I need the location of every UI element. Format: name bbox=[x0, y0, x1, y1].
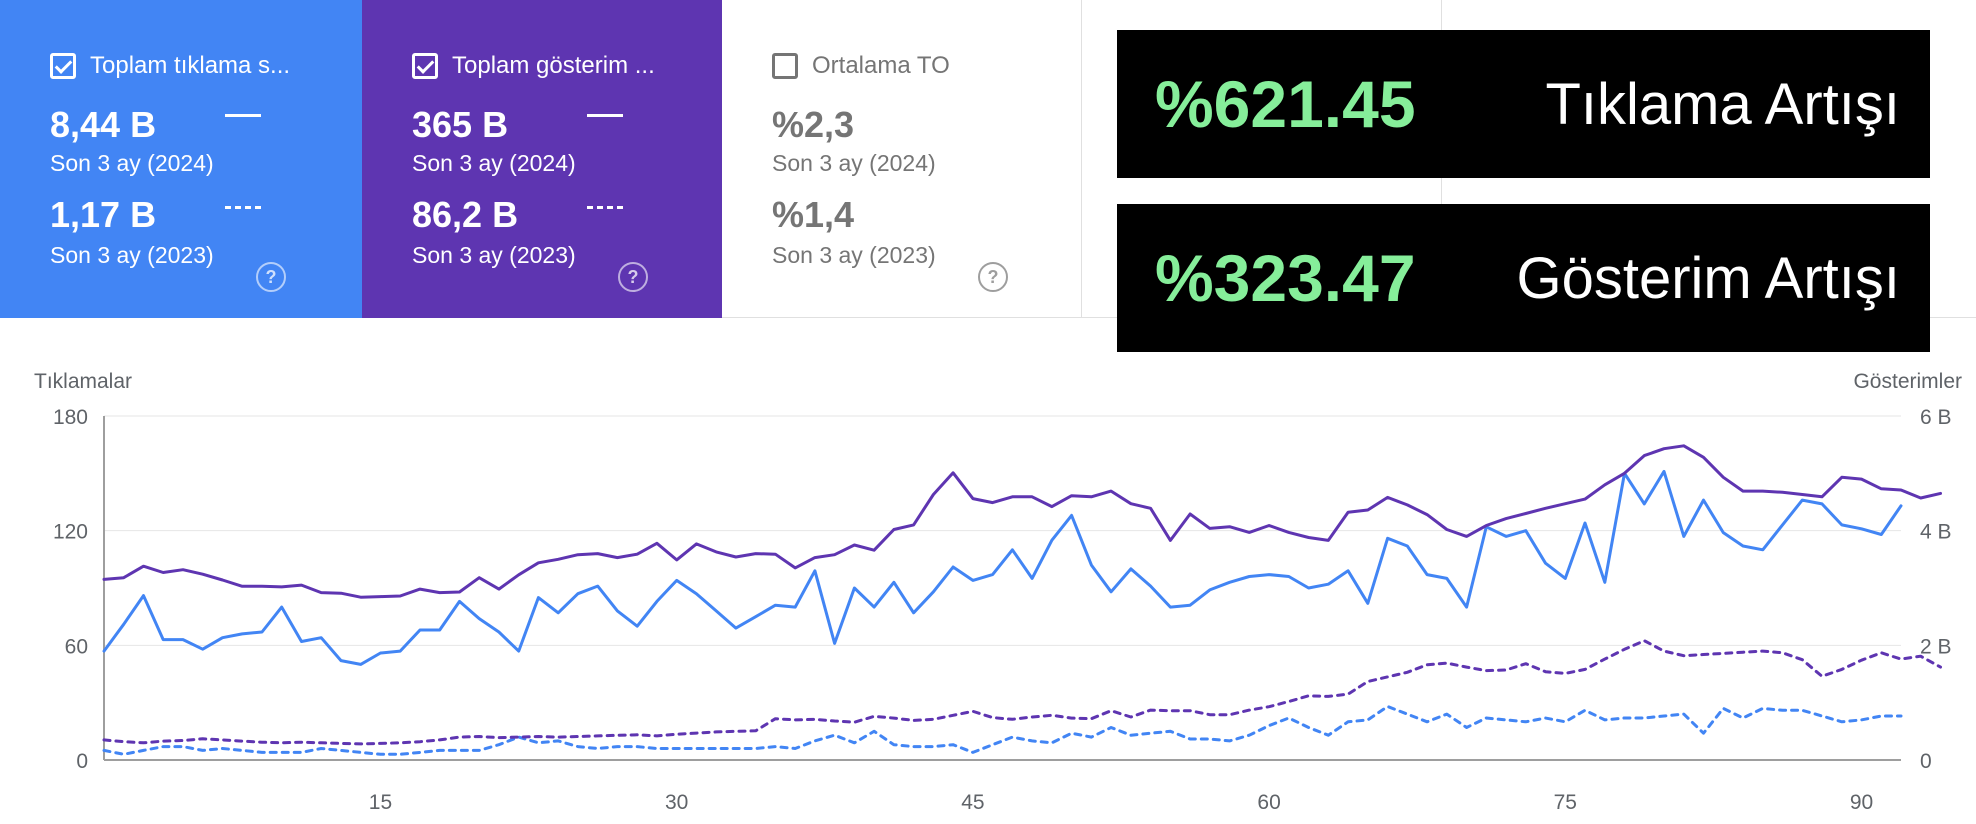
ctr-metric-card[interactable]: Ortalama TO %2,3 Son 3 ay (2024) %1,4 So… bbox=[722, 0, 1082, 318]
ctr-checkbox-icon[interactable] bbox=[772, 53, 798, 79]
x-tick-label: 30 bbox=[665, 791, 688, 814]
series-line-2-left-dashed bbox=[102, 705, 1903, 756]
x-tick-label: 60 bbox=[1257, 791, 1280, 814]
series-line-3-right-dashed bbox=[102, 639, 1942, 746]
impressions-help-icon[interactable]: ? bbox=[618, 262, 648, 292]
right-tick-label: 6 B bbox=[1920, 406, 1952, 429]
impressions-increase-percent: %323.47 bbox=[1155, 241, 1416, 315]
chart-tick-labels: 0 0 60 2 B 120 4 B 180 6 B 15 30 45 60 75 90 bbox=[53, 406, 1952, 814]
x-tick-label: 75 bbox=[1554, 791, 1577, 814]
series-line-1-right-solid bbox=[102, 444, 1942, 599]
clicks-period-2023: Son 3 ay (2023) bbox=[50, 242, 214, 268]
dashed-line-legend-icon bbox=[587, 206, 623, 209]
left-tick-label: 0 bbox=[76, 750, 88, 773]
left-tick-label: 120 bbox=[53, 521, 88, 544]
dashed-line-legend-icon bbox=[225, 206, 261, 209]
solid-line-legend-icon bbox=[587, 114, 623, 117]
clicks-help-icon[interactable]: ? bbox=[256, 262, 286, 292]
clicks-increase-label: Tıklama Artışı bbox=[1545, 71, 1900, 137]
solid-line-legend-icon bbox=[225, 114, 261, 117]
impressions-period-2023: Son 3 ay (2023) bbox=[412, 242, 576, 268]
clicks-value-2024: 8,44 B bbox=[50, 104, 157, 145]
ctr-period-2024: Son 3 ay (2024) bbox=[772, 150, 936, 176]
impressions-value-2024: 365 B bbox=[412, 104, 509, 145]
x-tick-label: 90 bbox=[1850, 791, 1873, 814]
chart-series bbox=[102, 444, 1942, 756]
ctr-period-2023: Son 3 ay (2023) bbox=[772, 242, 936, 268]
clicks-period-2024: Son 3 ay (2024) bbox=[50, 150, 214, 176]
clicks-checkbox-icon[interactable] bbox=[50, 53, 76, 79]
right-axis-title: Gösterimler bbox=[1853, 370, 1962, 393]
clicks-card-header[interactable]: Toplam tıklama s... bbox=[50, 52, 320, 80]
left-tick-label: 180 bbox=[53, 406, 88, 429]
clicks-value-2023: 1,17 B bbox=[50, 194, 157, 235]
x-tick-label: 15 bbox=[369, 791, 392, 814]
ctr-value-2023: %1,4 bbox=[772, 194, 855, 235]
left-tick-label: 60 bbox=[65, 635, 88, 658]
right-tick-label: 4 B bbox=[1920, 521, 1952, 544]
chart-gridlines bbox=[103, 415, 1901, 761]
x-tick-label: 45 bbox=[961, 791, 984, 814]
impressions-increase-banner: %323.47 Gösterim Artışı bbox=[1117, 204, 1930, 352]
impressions-increase-label: Gösterim Artışı bbox=[1516, 245, 1900, 311]
right-tick-label: 0 bbox=[1920, 750, 1932, 773]
ctr-card-header[interactable]: Ortalama TO bbox=[772, 52, 1042, 80]
ctr-help-icon[interactable]: ? bbox=[978, 262, 1008, 292]
left-axis-title: Tıklamalar bbox=[34, 370, 133, 393]
impressions-card-header[interactable]: Toplam gösterim ... bbox=[412, 52, 682, 80]
impressions-checkbox-icon[interactable] bbox=[412, 53, 438, 79]
clicks-increase-percent: %621.45 bbox=[1155, 67, 1416, 141]
impressions-value-2023: 86,2 B bbox=[412, 194, 519, 235]
ctr-value-2024: %2,3 bbox=[772, 104, 855, 145]
right-tick-label: 2 B bbox=[1920, 635, 1952, 658]
clicks-increase-banner: %621.45 Tıklama Artışı bbox=[1117, 30, 1930, 178]
clicks-metric-card[interactable]: Toplam tıklama s... 8,44 B Son 3 ay (202… bbox=[0, 0, 362, 318]
impressions-metric-card[interactable]: Toplam gösterim ... 365 B Son 3 ay (2024… bbox=[362, 0, 722, 318]
series-line-0-left-solid bbox=[102, 469, 1903, 666]
impressions-period-2024: Son 3 ay (2024) bbox=[412, 150, 576, 176]
